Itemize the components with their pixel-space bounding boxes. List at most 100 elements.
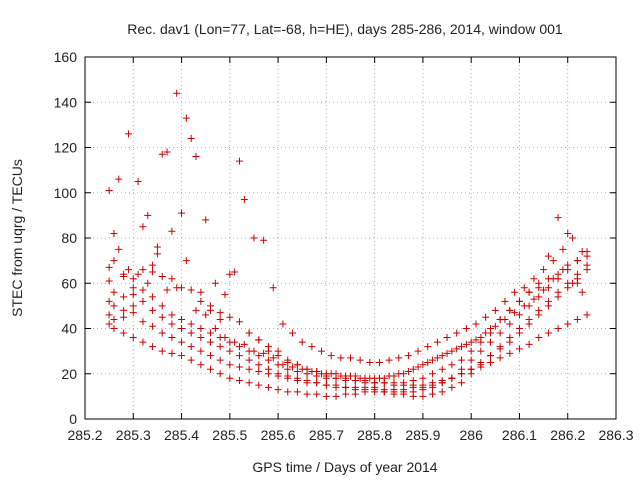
data-point (105, 320, 113, 328)
data-point (293, 377, 301, 385)
data-point (303, 379, 311, 387)
data-point (332, 392, 340, 400)
data-point (409, 365, 417, 373)
data-point (506, 349, 514, 357)
plot-frame (84, 56, 617, 420)
data-point (211, 279, 219, 287)
x-tick-label: 285.7 (309, 427, 344, 443)
data-point (433, 354, 441, 362)
data-point (356, 356, 364, 364)
data-point (467, 356, 475, 364)
data-point (540, 286, 548, 294)
data-point (544, 329, 552, 337)
data-point (284, 388, 292, 396)
data-point (149, 343, 157, 351)
data-point (158, 150, 166, 158)
data-point (129, 275, 137, 283)
data-point (139, 318, 147, 326)
data-point (322, 381, 330, 389)
data-point (375, 374, 383, 382)
data-point (458, 370, 466, 378)
data-point (409, 383, 417, 391)
y-axis-label: STEC from uqrg / TECUs (9, 159, 25, 317)
data-point (569, 279, 577, 287)
data-point (255, 352, 263, 360)
data-point (569, 234, 577, 242)
data-point (197, 347, 205, 355)
data-point (496, 329, 504, 337)
data-point (197, 288, 205, 296)
data-point (293, 361, 301, 369)
data-point (554, 293, 562, 301)
data-point (284, 365, 292, 373)
data-point (544, 302, 552, 310)
data-point (120, 329, 128, 337)
y-tick-label: 20 (61, 366, 77, 382)
data-point (105, 263, 113, 271)
data-point (240, 340, 248, 348)
data-point (293, 367, 301, 375)
data-point (168, 311, 176, 319)
data-point (298, 338, 306, 346)
x-tick-label: 285.4 (164, 427, 199, 443)
data-point (149, 322, 157, 330)
data-point (554, 325, 562, 332)
data-point (250, 347, 258, 355)
data-point (264, 343, 272, 351)
data-point (506, 306, 514, 314)
data-point (515, 329, 523, 337)
data-point (221, 291, 229, 299)
data-point (578, 288, 586, 296)
data-point (583, 311, 591, 319)
data-point (197, 334, 205, 342)
data-point (207, 352, 215, 360)
data-point (226, 347, 234, 355)
data-point (178, 352, 186, 360)
data-point (264, 383, 272, 391)
y-tick-label: 140 (54, 94, 78, 110)
data-point (168, 227, 176, 235)
data-point (351, 383, 359, 391)
data-points (105, 89, 591, 400)
data-point (491, 322, 499, 330)
data-point (120, 306, 128, 314)
data-point (419, 383, 427, 391)
x-tick-label: 285.9 (405, 427, 440, 443)
data-point (158, 302, 166, 310)
data-point (211, 325, 219, 332)
data-point (153, 250, 161, 258)
data-point (269, 354, 277, 362)
data-point (202, 311, 210, 319)
data-point (578, 248, 586, 256)
data-point (279, 361, 287, 369)
data-point (221, 334, 229, 342)
data-point (515, 311, 523, 319)
data-point (511, 288, 519, 296)
data-point (120, 270, 128, 278)
data-point (235, 343, 243, 351)
x-tick-labels: 285.2 285.3 285.4 285.5 285.6 285.7 285.8 285.9… (67, 427, 633, 443)
data-point (462, 325, 470, 332)
data-point (564, 320, 572, 328)
data-point (269, 284, 277, 292)
data-point (467, 347, 475, 355)
data-point (414, 347, 422, 355)
data-point (139, 297, 147, 305)
data-point (525, 288, 533, 296)
x-tick-label: 285.6 (261, 427, 296, 443)
data-point (525, 340, 533, 348)
data-point (520, 284, 528, 292)
data-point (245, 365, 253, 373)
data-point (144, 279, 152, 287)
data-point (110, 302, 118, 310)
data-point (284, 356, 292, 364)
data-point (139, 338, 147, 346)
data-point (139, 223, 147, 231)
data-point (124, 266, 132, 274)
data-point (327, 370, 335, 378)
data-point (274, 386, 282, 394)
data-point (110, 315, 118, 323)
axis-ticks (84, 56, 617, 420)
data-point (264, 356, 272, 364)
data-point (110, 229, 118, 237)
